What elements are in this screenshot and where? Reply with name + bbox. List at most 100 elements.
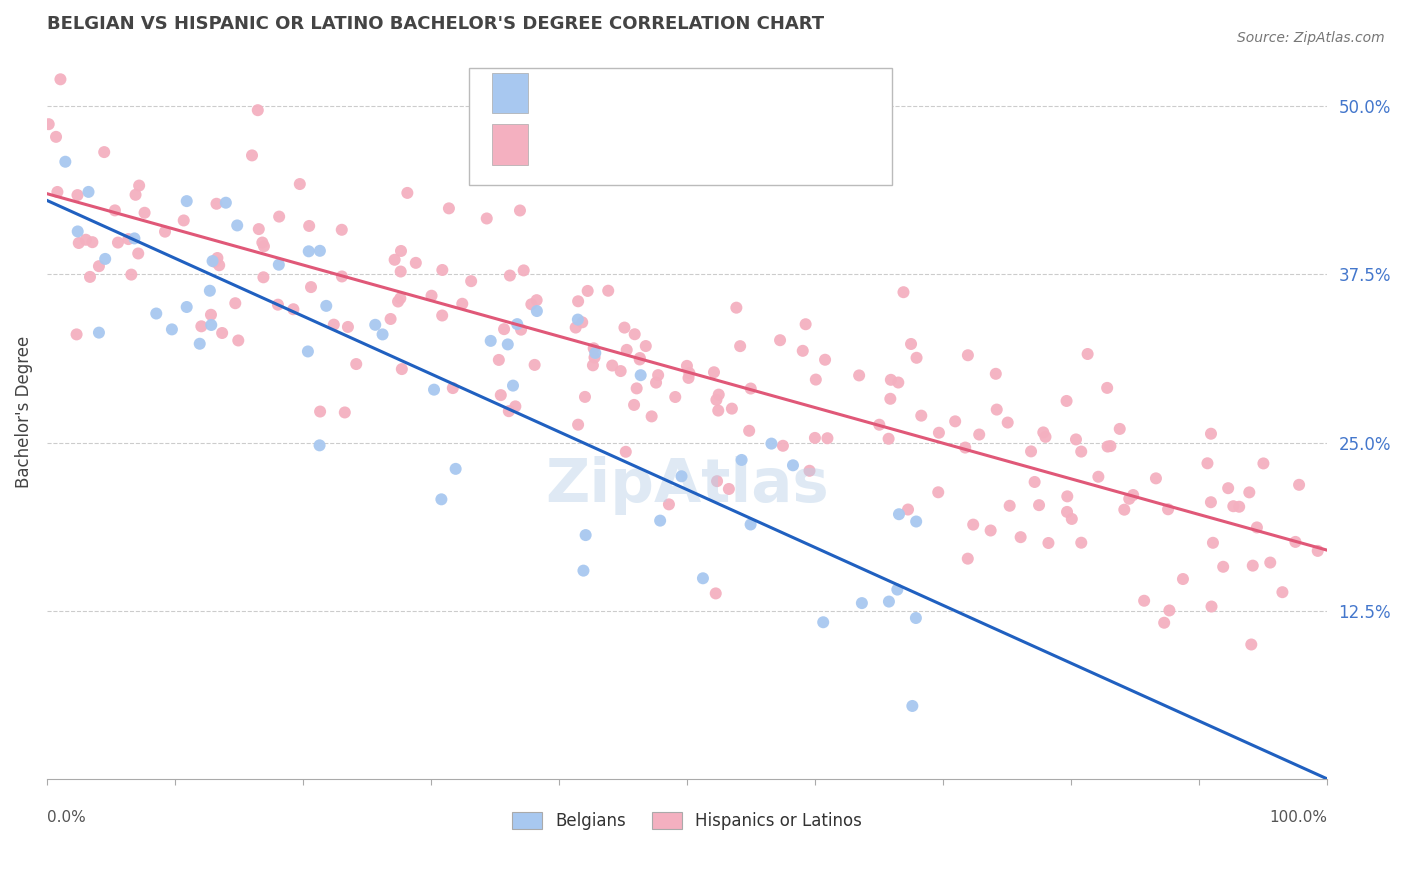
Point: [628, 351, 651, 365]
Text: R = -0.505   N =  53: R = -0.505 N = 53: [547, 85, 728, 103]
Point: [269, 210, 291, 224]
Point: [575, 528, 598, 542]
Point: [1159, 603, 1181, 617]
Point: [887, 507, 910, 521]
Point: [505, 400, 527, 414]
Point: [955, 441, 977, 455]
Point: [658, 497, 681, 511]
Point: [811, 615, 834, 630]
Point: [1010, 530, 1032, 544]
Point: [389, 244, 412, 258]
Point: [226, 334, 249, 348]
Point: [600, 359, 623, 373]
Point: [432, 263, 454, 277]
Point: [905, 515, 928, 529]
Point: [815, 431, 838, 445]
Point: [1271, 585, 1294, 599]
Point: [1227, 500, 1250, 514]
Point: [510, 323, 533, 337]
Point: [479, 334, 502, 348]
Point: [877, 594, 900, 608]
Point: [134, 206, 156, 220]
Point: [897, 502, 920, 516]
Point: [502, 378, 524, 392]
Point: [107, 235, 129, 250]
Point: [868, 417, 890, 432]
Point: [707, 387, 730, 401]
Point: [1212, 559, 1234, 574]
Point: [224, 296, 246, 310]
Text: ZipAtlas: ZipAtlas: [546, 456, 830, 515]
Point: [794, 317, 817, 331]
Point: [77, 185, 100, 199]
Point: [200, 308, 222, 322]
Point: [886, 582, 908, 597]
Point: [1095, 381, 1118, 395]
Point: [475, 211, 498, 226]
Point: [704, 586, 727, 600]
Point: [93, 145, 115, 160]
Point: [567, 294, 589, 309]
Point: [799, 464, 821, 478]
Point: [904, 611, 927, 625]
Point: [814, 352, 837, 367]
Point: [1118, 491, 1140, 506]
Point: [460, 274, 482, 288]
Point: [626, 381, 648, 395]
Point: [630, 368, 652, 383]
Point: [389, 291, 412, 305]
Point: [496, 337, 519, 351]
Point: [252, 235, 274, 250]
Point: [344, 357, 367, 371]
Point: [1199, 495, 1222, 509]
Point: [1157, 502, 1180, 516]
Point: [772, 439, 794, 453]
Point: [252, 270, 274, 285]
Point: [1241, 558, 1264, 573]
Point: [207, 251, 229, 265]
Point: [1108, 422, 1130, 436]
Point: [1035, 430, 1057, 444]
Point: [211, 326, 233, 340]
Point: [721, 401, 744, 416]
Point: [512, 263, 534, 277]
Point: [634, 339, 657, 353]
Point: [887, 376, 910, 390]
Point: [703, 365, 725, 379]
Point: [1239, 485, 1261, 500]
Point: [176, 300, 198, 314]
Point: [880, 373, 903, 387]
Point: [567, 417, 589, 432]
Point: [678, 371, 700, 385]
Point: [526, 293, 548, 308]
Point: [451, 297, 474, 311]
Point: [405, 256, 427, 270]
Point: [997, 416, 1019, 430]
Point: [1202, 536, 1225, 550]
Point: [127, 246, 149, 260]
Point: [1153, 615, 1175, 630]
Text: Source: ZipAtlas.com: Source: ZipAtlas.com: [1237, 31, 1385, 45]
Point: [79, 269, 101, 284]
Point: [444, 462, 467, 476]
Point: [371, 327, 394, 342]
Point: [1306, 544, 1329, 558]
Point: [387, 294, 409, 309]
FancyBboxPatch shape: [492, 73, 529, 113]
Point: [900, 337, 922, 351]
Point: [574, 390, 596, 404]
Point: [616, 343, 638, 357]
Point: [330, 269, 353, 284]
Point: [160, 322, 183, 336]
Point: [128, 178, 150, 193]
Point: [738, 424, 761, 438]
Point: [441, 381, 464, 395]
Point: [430, 309, 453, 323]
Point: [1201, 599, 1223, 614]
Point: [308, 438, 330, 452]
Point: [120, 268, 142, 282]
Point: [1019, 444, 1042, 458]
Point: [769, 333, 792, 347]
Point: [215, 195, 238, 210]
Text: R = -0.856   N = 201: R = -0.856 N = 201: [547, 136, 734, 153]
